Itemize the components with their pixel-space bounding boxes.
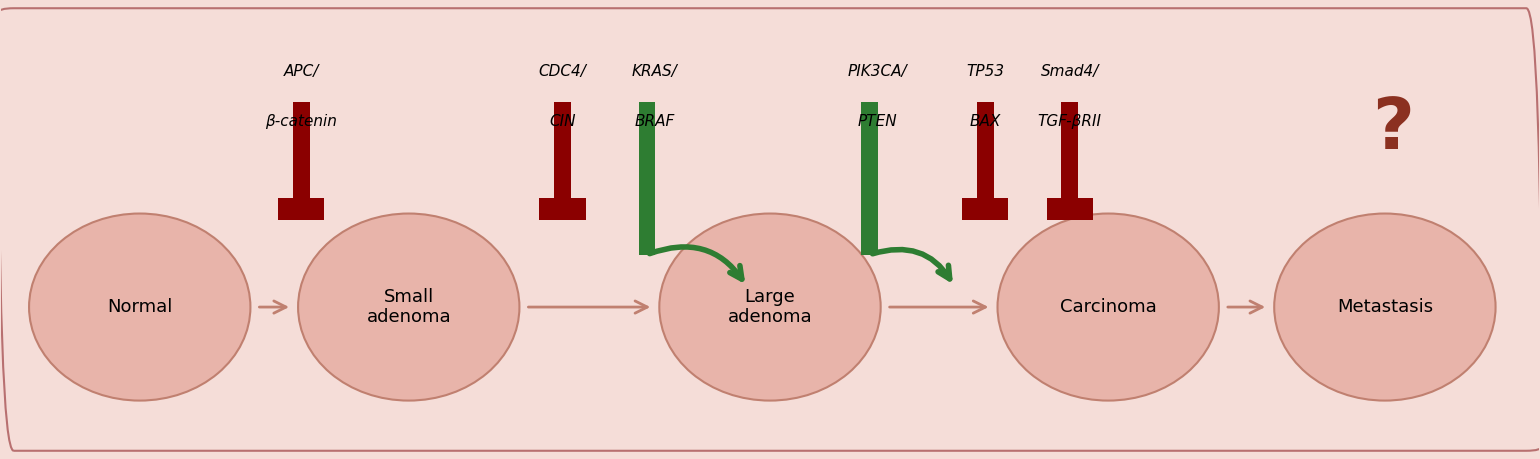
Ellipse shape [1274,213,1495,401]
Text: APC/: APC/ [283,64,319,79]
Bar [293,102,310,198]
Bar [861,102,878,255]
Text: BAX: BAX [970,114,1001,129]
Text: Carcinoma: Carcinoma [1060,298,1157,316]
Ellipse shape [299,213,519,401]
Bar [1061,102,1078,198]
Bar [639,102,656,255]
Text: BRAF: BRAF [634,114,675,129]
Text: PIK3CA/: PIK3CA/ [849,64,907,79]
Text: β-catenin: β-catenin [265,114,337,129]
Bar [1047,198,1093,220]
Text: CDC4/: CDC4/ [539,64,587,79]
Bar [962,198,1009,220]
Text: Metastasis: Metastasis [1337,298,1432,316]
Ellipse shape [998,213,1218,401]
Text: CIN: CIN [550,114,576,129]
Text: TP53: TP53 [966,64,1004,79]
Text: Normal: Normal [108,298,172,316]
Text: PTEN: PTEN [858,114,898,129]
Ellipse shape [29,213,251,401]
Text: TGF-βRII: TGF-βRII [1038,114,1101,129]
Bar [279,198,325,220]
Text: Large
adenoma: Large adenoma [728,288,812,326]
Text: ?: ? [1372,95,1414,163]
Ellipse shape [659,213,881,401]
Text: KRAS/: KRAS/ [631,64,678,79]
Bar [554,102,571,198]
Text: Small
adenoma: Small adenoma [367,288,451,326]
Bar [976,102,993,198]
Bar [539,198,585,220]
Text: Smad4/: Smad4/ [1041,64,1100,79]
